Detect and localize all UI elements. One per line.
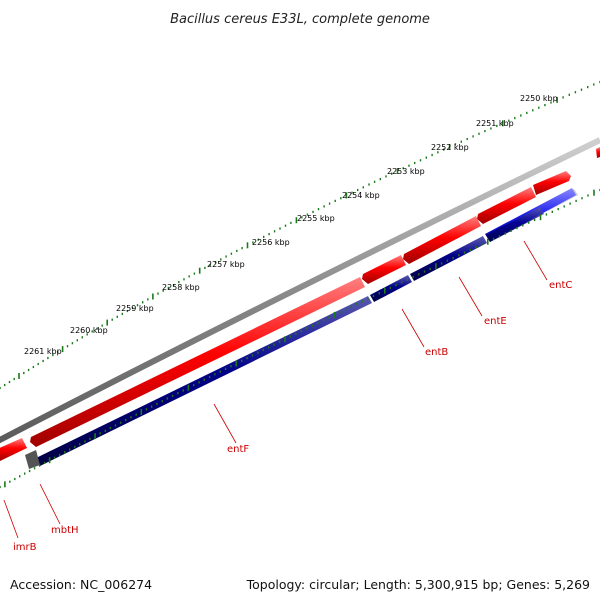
gene-forward-segment bbox=[533, 171, 571, 195]
label-leader-entE bbox=[458, 276, 483, 317]
scale-label: 2257 kbp bbox=[207, 260, 245, 269]
gene-label-imrB: imrB bbox=[13, 542, 37, 553]
scale-label: 2253 kbp bbox=[387, 167, 425, 176]
label-leader-entF bbox=[213, 403, 237, 444]
scale-label: 2251 kbp bbox=[476, 119, 514, 128]
gene-forward-segment bbox=[403, 216, 481, 264]
scale-label: 2250 kbp bbox=[520, 94, 558, 103]
gene-label-mbtH: mbtH bbox=[51, 525, 79, 536]
scale-label: 2255 kbp bbox=[297, 214, 335, 223]
label-leader-entC bbox=[523, 240, 548, 281]
inner-scale-ticks bbox=[0, 188, 600, 489]
label-leader-imrB bbox=[3, 499, 19, 539]
map-title: Bacillus cereus E33L, complete genome bbox=[170, 12, 430, 27]
gene-label-entC: entC bbox=[549, 280, 572, 291]
gene-forward-segment-entF bbox=[30, 277, 365, 447]
gene-label-entE: entE bbox=[484, 316, 507, 327]
scale-label: 2256 kbp bbox=[252, 238, 290, 247]
gene-reverse-segment-entF bbox=[36, 296, 372, 466]
outer-scale-ticks bbox=[0, 80, 600, 390]
gene-reverse-segment-mbtH bbox=[25, 450, 40, 469]
scale-label: 2260 kbp bbox=[70, 326, 108, 335]
scale-label: 2252 kbp bbox=[431, 143, 469, 152]
scale-label: 2254 kbp bbox=[342, 191, 380, 200]
gene-forward-segment bbox=[477, 187, 536, 224]
gene-forward-segment-imrB bbox=[0, 438, 27, 461]
gene-label-entB: entB bbox=[425, 347, 448, 358]
scale-labels: 2250 kbp 2251 kbp 2252 kbp 2253 kbp 2254 kbp… bbox=[24, 94, 558, 356]
gene-label-entF: entF bbox=[227, 444, 249, 455]
label-leader-entB bbox=[401, 308, 425, 348]
scale-label: 2259 kbp bbox=[116, 304, 154, 313]
scale-label: 2258 kbp bbox=[162, 283, 200, 292]
scale-label: 2261 kbp bbox=[24, 347, 62, 356]
accession-text: Accession: NC_006274 bbox=[10, 577, 153, 592]
gene-reverse-segment bbox=[486, 207, 544, 242]
gene-reverse-segment-entE bbox=[410, 236, 487, 281]
label-leader-mbtH bbox=[39, 483, 61, 525]
gene-forward-segment-edge bbox=[596, 147, 600, 158]
genome-backbone bbox=[0, 137, 600, 444]
gene-forward-segment bbox=[362, 255, 406, 284]
topology-text: Topology: circular; Length: 5,300,915 bp… bbox=[246, 577, 590, 592]
